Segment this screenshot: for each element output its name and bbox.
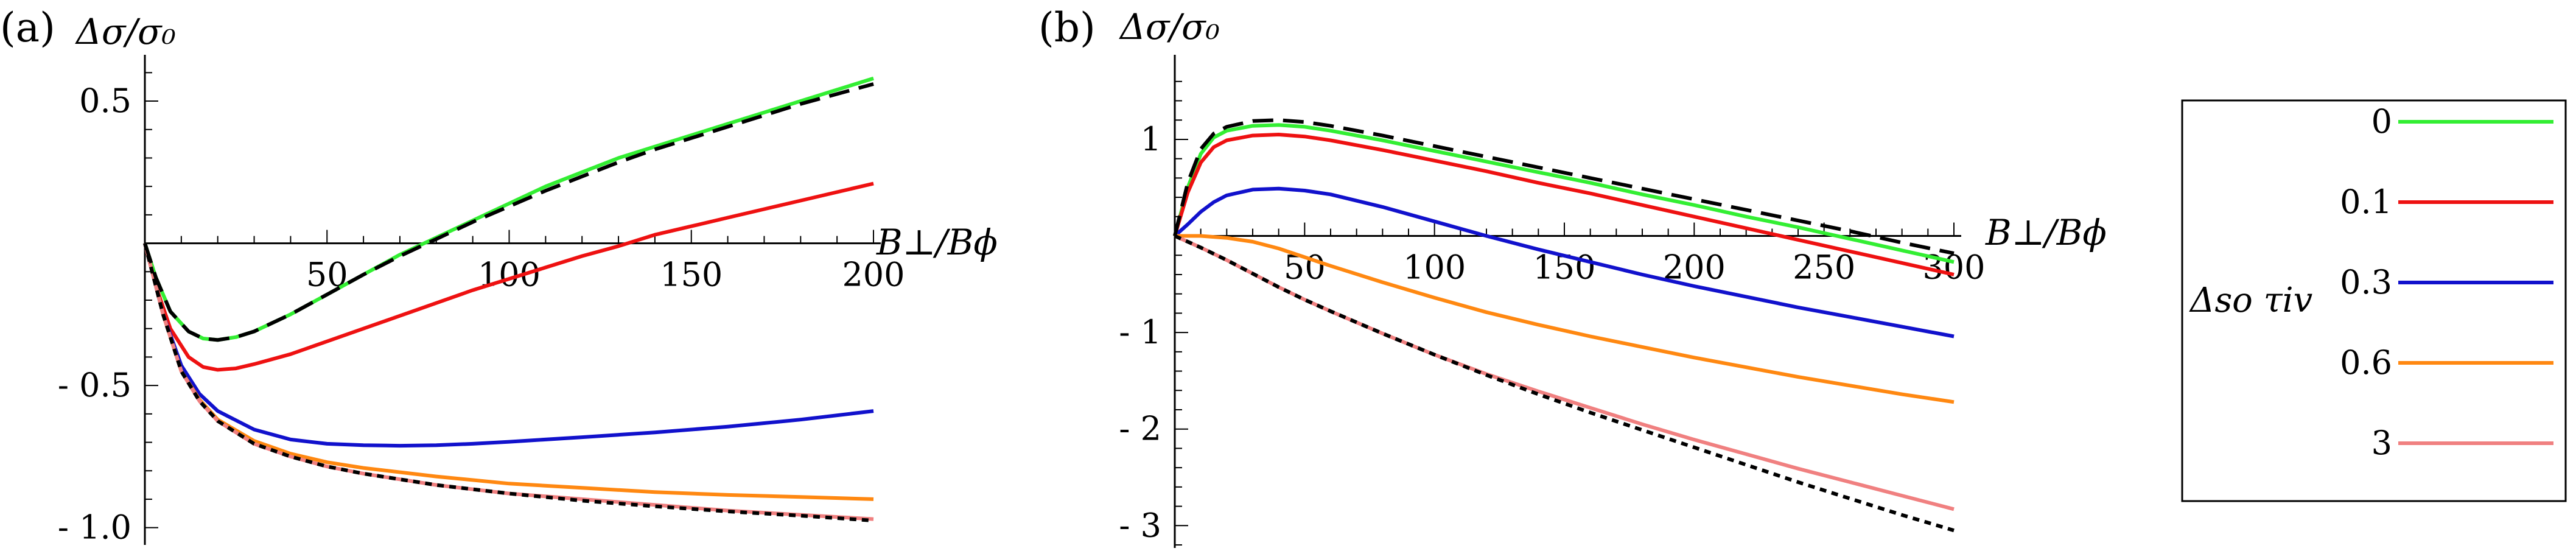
series-line-b-6 [1174,234,1955,533]
x-tick-label: 150 [660,256,723,294]
legend-box [2181,99,2567,502]
series-line-b-0 [1173,118,1955,256]
legend-label: 0.6 [2340,343,2392,382]
y-tick-label: - 2 [1119,410,1161,448]
panel-b-ylabel: Δσ/σ₀ [1119,6,1220,47]
series-line-a-3 [143,242,874,448]
y-tick-label: - 1.0 [58,508,131,547]
x-tick-label: 250 [1793,248,1855,287]
panel-a-ylabel: Δσ/σ₀ [75,11,176,52]
x-tick-label: 100 [1403,248,1466,287]
legend: Δso τiv 0 0.1 0.3 0.6 3 [2181,99,2567,502]
series-line-a-6 [143,242,874,522]
panel-a-label: (a) [0,4,55,51]
panel-b-xlabel: B⊥/Bϕ [1985,212,2107,253]
x-tick-label: 300 [1922,248,1985,287]
x-tick-label: 50 [1284,248,1326,287]
series-line-b-4 [1175,234,1955,404]
legend-label: 0.3 [2340,263,2392,301]
legend-label: 3 [2371,424,2392,462]
series-line-b-2 [1173,133,1955,276]
legend-label: 0 [2371,102,2392,141]
y-tick-label: 1 [1141,120,1161,158]
y-tick-label: - 1 [1119,313,1161,351]
y-tick-label: 0.5 [79,82,131,120]
series-line-a-1 [143,82,874,342]
legend-title: Δso τiv [2189,281,2313,320]
y-tick-label: - 0.5 [58,366,131,404]
series-line-b-1 [1173,123,1955,264]
panel-a-xlabel: B⊥/Bϕ [876,222,998,263]
series-line-b-3 [1174,186,1955,339]
panel-b-label: (b) [1038,4,1096,51]
x-tick-label: 100 [478,256,541,294]
y-tick-label: - 3 [1119,506,1161,544]
x-tick-label: 200 [842,256,905,294]
legend-label: 0.1 [2340,183,2392,221]
series-line-a-2 [143,181,874,372]
